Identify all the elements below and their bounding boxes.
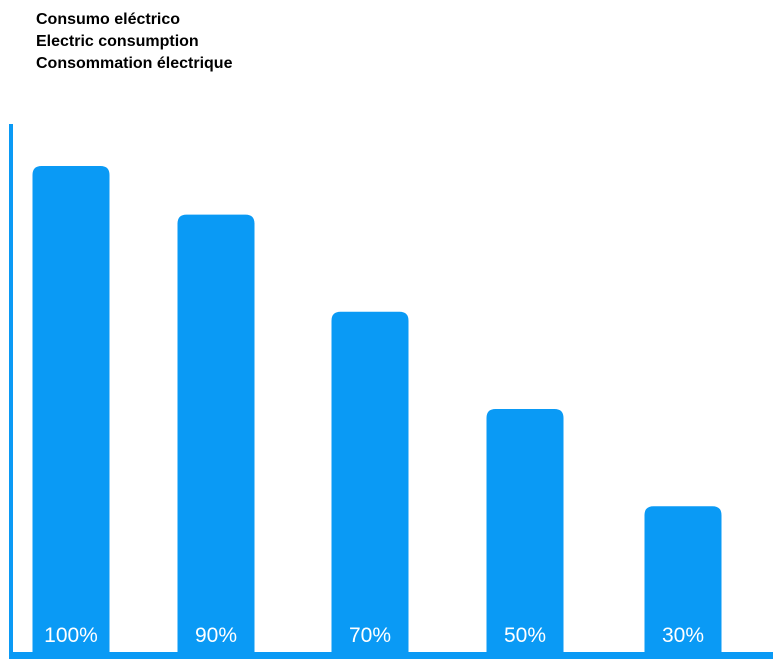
bar-4 — [644, 506, 722, 652]
chart-title: Consumo eléctrico Electric consumption C… — [36, 9, 232, 75]
bar-2 — [331, 311, 409, 652]
bar-label-3: 50% — [504, 624, 546, 647]
title-line-en: Electric consumption — [36, 33, 199, 50]
y-axis-line — [9, 124, 13, 659]
bar-0 — [32, 166, 110, 652]
bar-label-2: 70% — [349, 624, 391, 647]
bar-label-1: 90% — [195, 624, 237, 647]
bar-label-0: 100% — [44, 624, 98, 647]
labels-group: 100% 90% 70% 50% 30% — [44, 624, 704, 647]
bar-1 — [177, 214, 255, 652]
bars-group — [32, 166, 722, 652]
x-axis-line — [9, 652, 773, 659]
bar-3 — [486, 409, 564, 652]
title-line-fr: Consommation électrique — [36, 55, 233, 72]
title-line-es: Consumo eléctrico — [36, 11, 181, 28]
bar-label-4: 30% — [662, 624, 704, 647]
